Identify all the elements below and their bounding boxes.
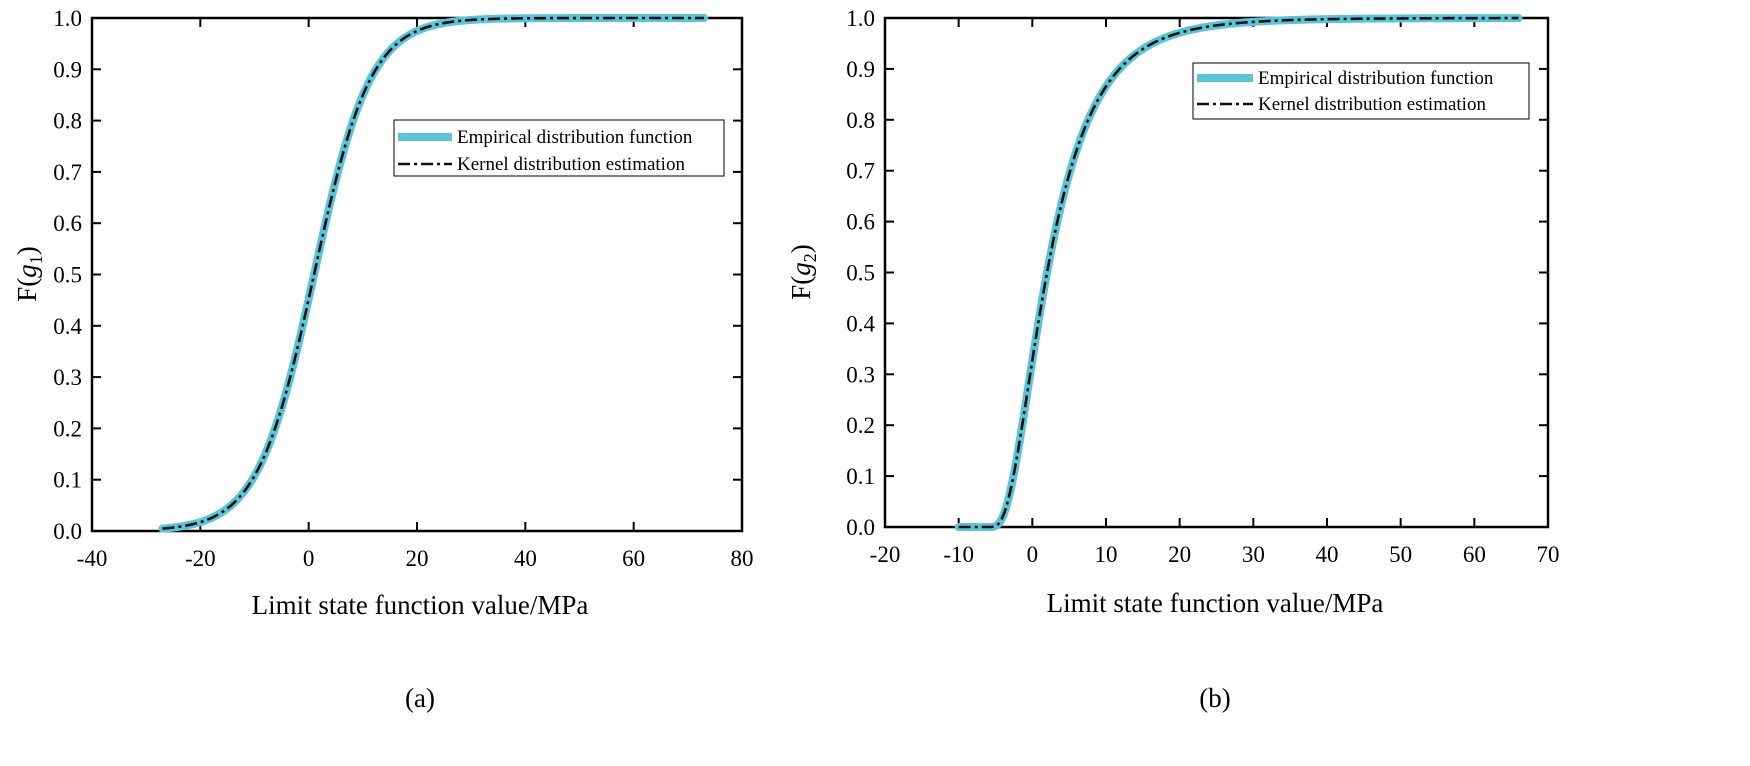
y-tick-label: 0.6 [846,210,875,235]
x-axis-label-b: Limit state function value/MPa [1047,588,1384,618]
y-axis-label-var-a: g [12,264,42,278]
x-tick-label: 20 [406,546,429,571]
y-axis-label-sub-b: 2 [800,253,820,262]
legend-b: Empirical distribution function Kernel d… [1192,62,1530,120]
chart-panel-b: 0.0 0.1 0.2 0.3 0.4 0.5 0.6 0.7 0.8 0.9 1.0 -20 -10… [786,6,1560,713]
y-tick-label: 0.5 [53,263,82,288]
y-tick-label: 0.6 [53,211,82,236]
y-axis-label-main-a: F( [12,278,42,302]
y-tick-label: 0.3 [53,365,82,390]
y-axis-label-main-b: F( [786,276,816,300]
x-tick-label: 70 [1537,542,1560,567]
x-tick-label: -20 [870,542,901,567]
y-axis-label-var-b: g [786,262,816,276]
y-axis-label-a: F(g1) [12,246,46,302]
x-tick-label: 40 [514,546,537,571]
y-tick-label: 0.7 [53,160,82,185]
empirical-curve-a [158,14,709,533]
chart-panel-a: 0.0 0.1 0.2 0.3 0.4 0.5 0.6 0.7 0.8 0.9 1.0 -40 -20… [12,6,754,713]
y-ticks-a: 0.0 0.1 0.2 0.3 0.4 0.5 0.6 0.7 0.8 0.9 1.0 [53,6,742,544]
x-tick-label: -20 [185,546,216,571]
y-tick-label: 0.1 [846,464,875,489]
x-tick-label: 60 [1463,542,1486,567]
x-axis-label-a: Limit state function value/MPa [252,590,589,620]
x-tick-label: 20 [1168,542,1191,567]
y-tick-label: 1.0 [846,6,875,31]
y-tick-label: 0.9 [53,57,82,82]
y-tick-label: 0.2 [846,413,875,438]
legend-label-empirical-a: Empirical distribution function [457,127,693,148]
legend-box-b [1192,62,1530,120]
panel-label-a: (a) [405,683,435,713]
x-tick-label: 80 [731,546,754,571]
y-tick-label: 0.5 [846,261,875,286]
legend-box-a [393,119,725,177]
x-tick-label: 0 [303,546,315,571]
y-tick-label: 1.0 [53,6,82,31]
x-tick-label: 40 [1316,542,1339,567]
y-tick-label: 0.0 [846,515,875,540]
y-tick-label: 0.4 [846,311,875,336]
x-tick-label: -40 [77,546,108,571]
legend-label-empirical-b: Empirical distribution function [1258,68,1494,89]
legend-a: Empirical distribution function Kernel d… [393,119,725,177]
x-tick-label: -10 [943,542,974,567]
y-ticks-b: 0.0 0.1 0.2 0.3 0.4 0.5 0.6 0.7 0.8 0.9 1.0 [846,6,1548,540]
kernel-curve-b [958,16,1519,529]
y-tick-label: 0.3 [846,362,875,387]
y-tick-label: 0.8 [846,108,875,133]
kernel-curve-a [162,16,705,530]
x-tick-label: 60 [622,546,645,571]
y-axis-label-close-a: ) [12,246,42,255]
legend-label-kernel-a: Kernel distribution estimation [457,154,685,175]
panel-label-b: (b) [1199,683,1230,713]
plot-frame-a [90,16,744,533]
x-tick-label: 50 [1389,542,1412,567]
x-tick-label: 10 [1095,542,1118,567]
x-tick-label: 0 [1027,542,1039,567]
y-axis-label-sub-a: 1 [26,255,46,264]
y-tick-label: 0.0 [53,519,82,544]
legend-label-kernel-b: Kernel distribution estimation [1258,94,1486,115]
x-tick-label: 30 [1242,542,1265,567]
y-axis-label-b: F(g2) [786,244,820,300]
y-tick-label: 0.8 [53,109,82,134]
y-tick-label: 0.1 [53,468,82,493]
y-tick-label: 0.9 [846,57,875,82]
x-ticks-a: -40 -20 0 20 40 60 80 [77,18,754,571]
y-tick-label: 0.4 [53,314,82,339]
y-tick-label: 0.2 [53,416,82,441]
y-axis-label-close-b: ) [786,244,816,253]
y-tick-label: 0.7 [846,159,875,184]
